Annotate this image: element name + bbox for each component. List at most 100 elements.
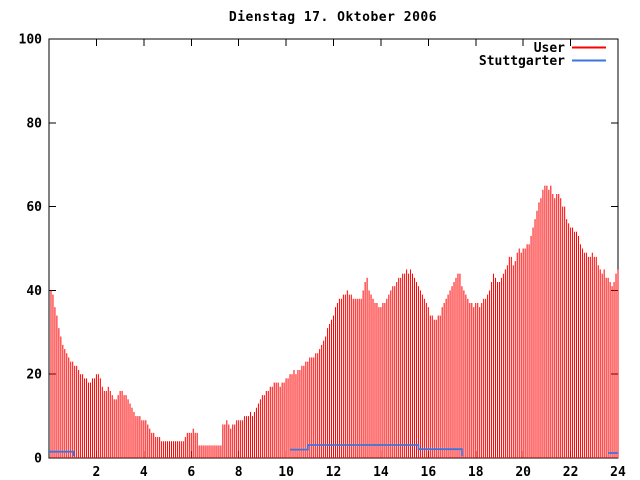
x-tick-label: 18 (468, 465, 484, 480)
user-impulse-bar (617, 269, 619, 458)
user-impulse-bar (601, 273, 603, 458)
user-impulse-bar (455, 277, 457, 458)
user-impulse-bar (579, 244, 581, 458)
user-impulse-bar (410, 269, 412, 458)
user-impulse-bar (285, 378, 287, 458)
user-impulse-bar (115, 399, 117, 458)
user-impulse-bar (210, 445, 212, 458)
user-impulse-bar (589, 256, 591, 458)
user-impulse-bar (439, 315, 441, 458)
user-impulse-bar (599, 269, 601, 458)
user-impulse-bar (325, 336, 327, 458)
user-impulse-bar (176, 441, 178, 458)
user-impulse-bar (431, 315, 433, 458)
user-impulse-bar (441, 307, 443, 458)
user-impulse-bar (257, 403, 259, 458)
user-impulse-bar (333, 315, 334, 458)
user-impulse-bar (101, 386, 103, 458)
user-impulse-bar (275, 382, 277, 458)
user-impulse-bar (165, 441, 167, 458)
user-impulse-bar (291, 374, 293, 458)
user-impulse-bar (307, 361, 309, 458)
user-impulse-bar (236, 420, 238, 458)
user-impulse-bar (289, 374, 291, 458)
user-impulse-bar (597, 265, 599, 458)
user-impulse-bar (269, 386, 271, 458)
user-impulse-bar (301, 365, 303, 458)
user-impulse-bar (103, 390, 105, 458)
user-impulse-bar (208, 445, 210, 458)
user-impulse-bar (123, 395, 125, 458)
user-impulse-bar (489, 290, 491, 458)
user-impulse-bar (226, 420, 228, 458)
user-impulse-bar (281, 382, 283, 458)
user-impulse-bar (603, 269, 605, 458)
user-impulse-bar (530, 235, 532, 458)
user-impulse-bar (263, 395, 265, 458)
user-impulse-bar (429, 315, 431, 458)
user-impulse-bar (453, 282, 455, 458)
user-impulse-bar (196, 432, 198, 458)
user-impulse-bar (174, 441, 176, 458)
user-impulse-bar (147, 424, 149, 458)
user-impulse-bar (88, 382, 90, 458)
user-impulse-bar (473, 307, 475, 458)
user-impulse-bar (502, 273, 504, 458)
user-impulse-bar (261, 395, 263, 458)
user-impulse-bar (504, 269, 506, 458)
user-impulse-bar (329, 323, 331, 458)
user-impulse-bar (457, 273, 459, 458)
x-tick-label: 14 (373, 465, 389, 480)
y-tick-label: 20 (26, 368, 42, 383)
user-impulse-bar (449, 290, 451, 458)
user-impulse-bar (161, 441, 163, 458)
user-impulse-bar (483, 298, 485, 458)
user-impulse-bar (605, 277, 607, 458)
user-impulse-bar (485, 298, 487, 458)
user-impulse-bar (60, 336, 62, 458)
user-impulse-bar (131, 407, 133, 458)
user-impulse-bar (224, 424, 226, 458)
user-impulse-bar (267, 390, 269, 458)
user-impulse-bar (72, 361, 74, 458)
user-impulse-bar (382, 302, 384, 458)
user-impulse-bar (95, 374, 97, 458)
user-impulse-bar (180, 441, 182, 458)
user-impulse-bar (423, 298, 425, 458)
user-impulse-bar (218, 445, 220, 458)
user-impulse-bar (344, 294, 346, 458)
user-impulse-bar (159, 437, 161, 458)
user-impulse-bar (52, 294, 54, 458)
x-tick-label: 16 (421, 465, 437, 480)
user-impulse-bar (240, 420, 242, 458)
user-impulse-bar (508, 256, 510, 458)
x-tick-label: 20 (515, 465, 531, 480)
user-impulse-bar (491, 282, 493, 458)
user-impulse-bar (510, 256, 512, 458)
user-impulse-bar (554, 198, 556, 458)
stuttgarter-line-segment (49, 450, 75, 457)
user-impulse-bar (117, 395, 119, 458)
user-impulse-bar (125, 395, 127, 458)
user-impulse-bar (121, 390, 123, 458)
user-impulse-bar (443, 302, 445, 458)
user-impulse-bar (242, 420, 244, 458)
user-impulse-bar (558, 194, 560, 458)
user-impulse-bar (356, 298, 358, 458)
user-impulse-bar (526, 244, 528, 458)
user-impulse-bar (496, 282, 498, 458)
user-impulse-bar (119, 390, 121, 458)
user-impulse-bar (396, 282, 398, 458)
user-impulse-bar (376, 302, 378, 458)
x-tick-label: 4 (140, 465, 148, 480)
user-impulse-bar (552, 194, 554, 458)
user-impulse-bar (374, 302, 376, 458)
x-tick-label: 22 (563, 465, 579, 480)
user-impulse-bar (297, 370, 299, 458)
user-impulse-bar (469, 302, 471, 458)
user-impulse-bar (82, 374, 84, 458)
user-impulse-bar (512, 265, 514, 458)
user-impulse-bar (342, 294, 344, 458)
user-impulse-bar (253, 411, 255, 458)
user-impulse-bar (445, 298, 447, 458)
